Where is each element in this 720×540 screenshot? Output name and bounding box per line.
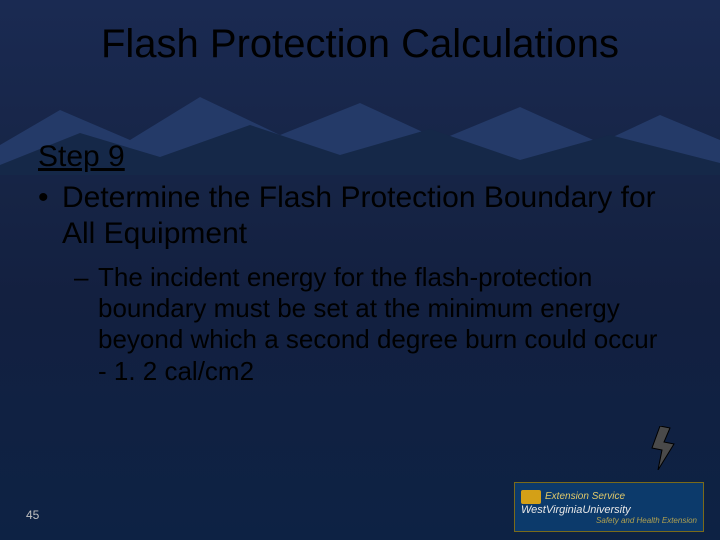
university-label: WestVirginiaUniversity [521,504,631,516]
bullet-sub: The incident energy for the flash-protec… [38,262,658,387]
bullet-main: Determine the Flash Protection Boundary … [38,180,678,252]
footer-logo: Extension Service WestVirginiaUniversity… [514,482,704,532]
slide-content: Step 9 Determine the Flash Protection Bo… [38,140,678,387]
step-heading: Step 9 [38,140,678,174]
page-number: 45 [26,508,39,522]
lightning-bolt-icon [648,426,680,470]
extension-label: Extension Service [545,491,625,502]
slide: Flash Protection Calculations Step 9 Det… [0,0,720,540]
slide-title: Flash Protection Calculations [0,22,720,67]
wv-logo-icon [521,490,541,504]
footer-tagline: Safety and Health Extension [521,516,697,525]
